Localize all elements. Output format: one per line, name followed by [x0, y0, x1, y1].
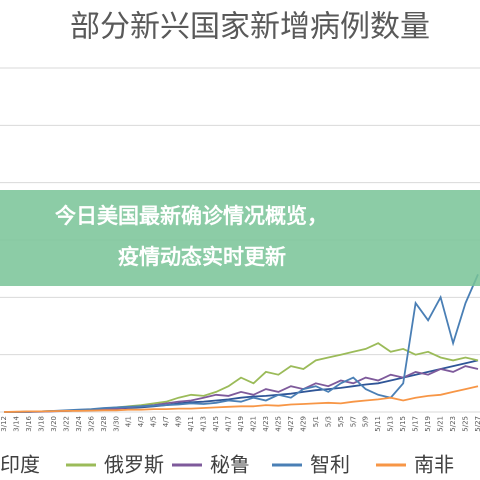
x-tick-label: 3/12 [0, 416, 8, 432]
x-tick-label: 5/11 [374, 416, 382, 432]
x-tick-label: 4/5 [150, 416, 158, 427]
x-tick-label: 4/29 [299, 416, 307, 432]
x-tick-label: 4/9 [175, 416, 183, 427]
legend-label: 印度 [0, 453, 40, 477]
x-tick-label: 5/23 [449, 416, 457, 432]
x-tick-label: 5/27 [474, 416, 480, 432]
x-tick-label: 5/25 [462, 416, 470, 432]
x-tick-label: 4/27 [287, 416, 295, 432]
chart-title: 部分新兴国家新增病例数量 [70, 10, 430, 45]
x-tick-label: 3/30 [112, 416, 120, 432]
x-tick-label: 5/17 [412, 416, 420, 432]
x-tick-label: 4/13 [200, 416, 208, 432]
banner-line: 今日美国最新确诊情况概览， [55, 204, 328, 228]
x-tick-label: 3/22 [62, 416, 70, 432]
x-tick-label: 5/15 [399, 416, 407, 432]
x-tick-label: 4/3 [137, 416, 145, 427]
legend-label: 秘鲁 [210, 453, 250, 477]
legend-label: 智利 [310, 453, 350, 477]
banner [0, 190, 480, 286]
x-tick-label: 3/28 [100, 416, 108, 432]
legend-label: 俄罗斯 [104, 453, 164, 477]
x-tick-label: 3/18 [37, 416, 45, 432]
x-tick-label: 4/1 [125, 416, 133, 427]
plot-area: 3/12 3/14 3/16 3/18 3/20 3/22 3/24 3/26 3/28 3/30… [0, 67, 480, 432]
x-tick-label: 4/25 [274, 416, 282, 432]
x-tick-label: 3/14 [12, 415, 20, 431]
x-tick-label: 5/19 [424, 416, 432, 432]
x-tick-label: 4/21 [249, 416, 257, 432]
x-tick-label: 5/13 [387, 416, 395, 432]
x-tick-label: 4/23 [262, 416, 270, 432]
x-tick-label: 4/17 [225, 416, 233, 432]
x-tick-label: 3/26 [87, 415, 95, 431]
x-tick-label: 4/11 [187, 416, 195, 432]
series-line [4, 274, 479, 413]
x-tick-label: 5/5 [337, 416, 345, 427]
x-tick-label: 5/1 [312, 416, 320, 427]
x-tick-label: 5/7 [349, 416, 357, 427]
x-tick-label: 4/7 [162, 416, 170, 427]
x-tick-label: 3/16 [25, 415, 33, 431]
x-tick-label: 5/21 [437, 416, 445, 432]
x-tick-label: 4/19 [237, 416, 245, 432]
x-tick-label: 3/24 [75, 415, 83, 431]
x-tick-label: 5/3 [324, 416, 332, 427]
x-tick-label: 5/9 [362, 416, 370, 427]
series-line [3, 385, 479, 413]
x-tick-label: 4/15 [212, 416, 220, 432]
x-tick-label: 3/20 [50, 416, 58, 432]
legend-label: 南非 [414, 453, 454, 477]
banner-line: 疫情动态实时更新 [118, 245, 286, 269]
